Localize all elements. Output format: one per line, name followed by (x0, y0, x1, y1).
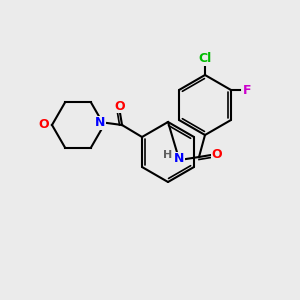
Text: Cl: Cl (198, 52, 212, 65)
Text: O: O (39, 118, 49, 131)
Text: N: N (95, 116, 105, 130)
Text: F: F (243, 83, 251, 97)
Text: H: H (164, 150, 172, 160)
Text: N: N (174, 152, 184, 166)
Text: O: O (115, 100, 125, 112)
Text: O: O (212, 148, 222, 161)
